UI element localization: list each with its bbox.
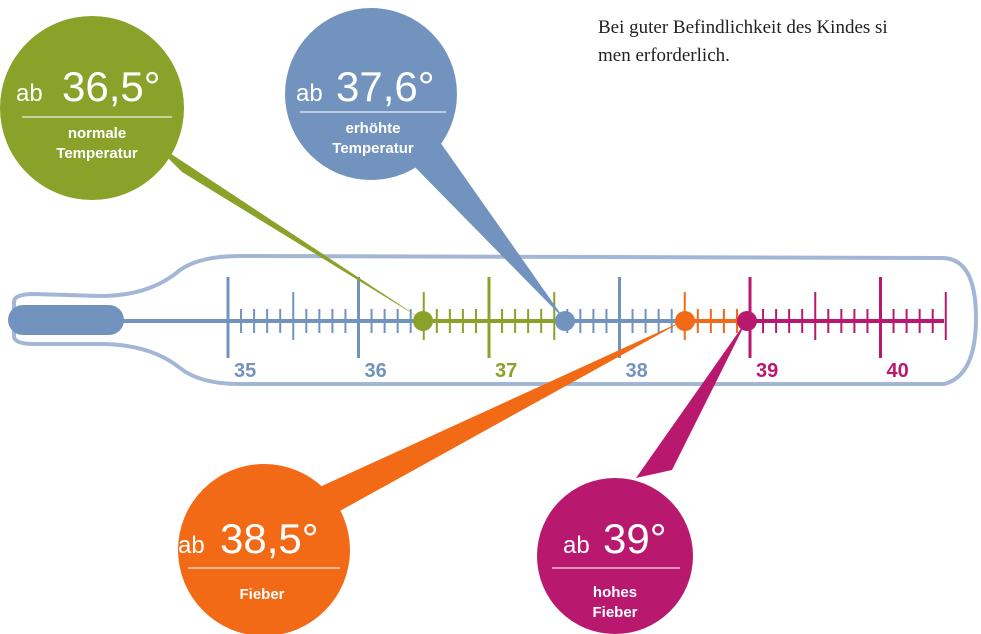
- bubble-high-fever: ab 39° hohes Fieber: [537, 478, 693, 634]
- bubble-normal-value: 36,5°: [62, 63, 161, 110]
- scale-label-40: 40: [887, 360, 909, 382]
- bubble-elevated: ab 37,6° erhöhte Temperatur: [285, 8, 457, 180]
- body-text-line-2: men erforderlich.: [598, 45, 730, 66]
- bubble-elevated-value: 37,6°: [336, 63, 435, 110]
- bubble-elevated-prefix: ab: [296, 80, 323, 107]
- bubble-high-fever-line1: hohes: [593, 584, 637, 601]
- scale-labels: 35 36 37 38 39 40: [234, 360, 909, 382]
- pointer-fever: [300, 320, 685, 512]
- marker-high-fever: [737, 311, 757, 331]
- bubble-elevated-line2: Temperatur: [332, 140, 414, 157]
- bubble-high-fever-value: 39°: [603, 515, 667, 562]
- pointer-elevated: [406, 142, 565, 320]
- thermometer-bulb: [8, 305, 124, 335]
- bubble-elevated-line1: erhöhte: [345, 120, 400, 137]
- scale-label-38: 38: [626, 360, 648, 382]
- bubble-fever-line1: Fieber: [239, 586, 284, 603]
- bubble-normal-prefix: ab: [16, 80, 43, 107]
- body-text: Bei guter Befindlichkeit des Kindes si m…: [598, 14, 981, 70]
- bubble-normal-line1: normale: [68, 125, 126, 142]
- marker-normal: [413, 311, 433, 331]
- marker-fever: [675, 311, 695, 331]
- body-text-line-1: Bei guter Befindlichkeit des Kindes si: [598, 17, 888, 38]
- bubble-high-fever-prefix: ab: [563, 532, 590, 559]
- scale-label-39: 39: [756, 360, 778, 382]
- bubble-fever-prefix: ab: [178, 532, 205, 559]
- pointer-normal: [150, 140, 423, 320]
- bubble-fever: ab 38,5° Fieber: [178, 464, 350, 634]
- marker-elevated: [555, 311, 575, 331]
- pointer-high-fever: [636, 320, 747, 478]
- bubble-fever-value: 38,5°: [220, 515, 319, 562]
- bubble-high-fever-line2: Fieber: [592, 604, 637, 621]
- scale-label-37: 37: [495, 360, 517, 382]
- scale-label-36: 36: [365, 360, 387, 382]
- scale-label-35: 35: [234, 360, 256, 382]
- bubble-normal-line2: Temperatur: [56, 145, 138, 162]
- bubble-normal: ab 36,5° normale Temperatur: [0, 16, 184, 200]
